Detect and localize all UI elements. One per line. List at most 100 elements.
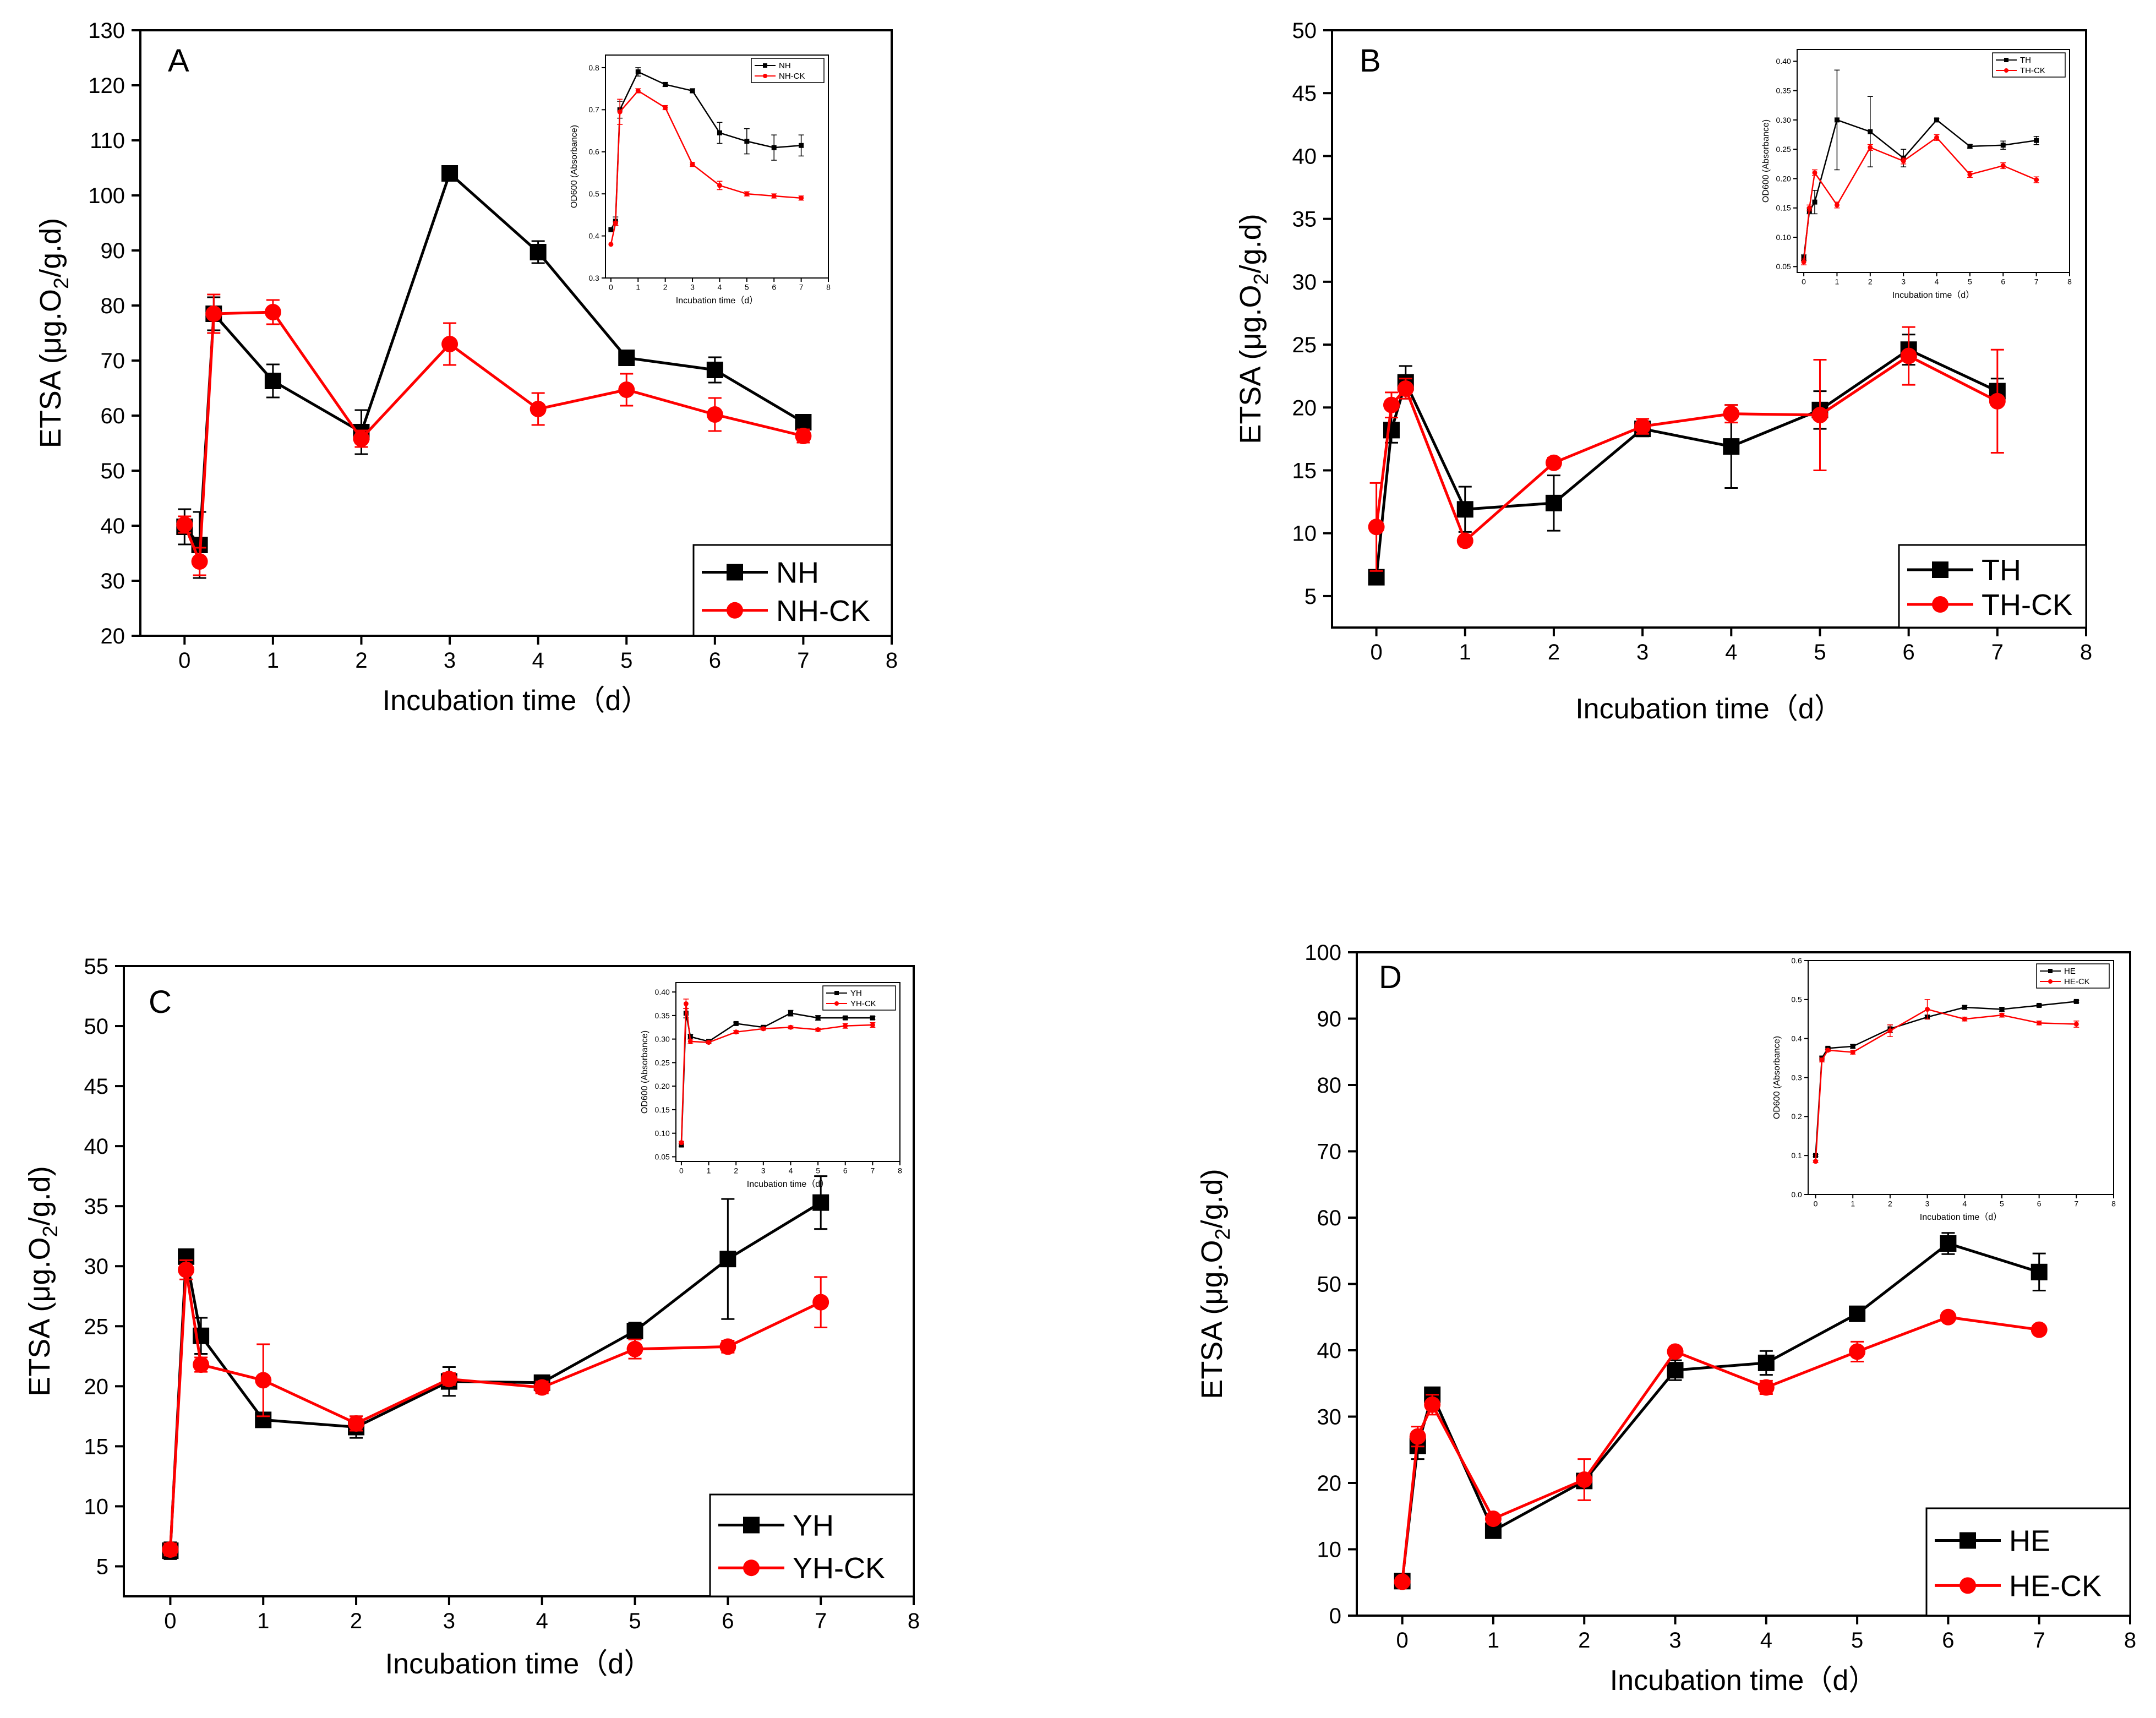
panel-letter: D xyxy=(1379,959,1402,995)
inset-y-tick-label: 0.6 xyxy=(1791,956,1802,965)
inset-data-point xyxy=(1934,135,1940,140)
inset-y-tick-label: 0.35 xyxy=(655,1011,670,1020)
inset-data-point xyxy=(788,1024,793,1030)
legend-marker xyxy=(1932,596,1948,613)
y-axis-label-main: ETSA (μg.O xyxy=(1234,285,1267,444)
x-tick-label: 5 xyxy=(620,648,632,673)
inset-data-point xyxy=(608,227,614,232)
inset-y-tick-label: 0.8 xyxy=(588,63,599,72)
inset-y-tick-label: 0.05 xyxy=(1776,262,1791,271)
inset-x-tick-label: 7 xyxy=(2074,1199,2078,1208)
inset-legend-label: TH xyxy=(2020,56,2031,65)
y-axis-label-tail: /g.d) xyxy=(1196,1169,1229,1228)
inset-series-line xyxy=(680,1003,873,1143)
data-point xyxy=(1849,1343,1866,1360)
y-tick-label: 60 xyxy=(101,404,125,428)
inset-legend-box xyxy=(1992,52,2066,78)
data-point xyxy=(1545,494,1562,511)
y-tick-label: 80 xyxy=(1317,1073,1342,1098)
y-tick-label: 35 xyxy=(84,1195,109,1219)
y-axis-label: ETSA (μg.O2/g.d) xyxy=(34,218,73,448)
inset-series-line xyxy=(610,90,801,245)
inset-x-tick-label: 5 xyxy=(1968,277,1972,286)
inset-x-tick-label: 3 xyxy=(690,283,695,292)
y-tick-label: 50 xyxy=(101,459,125,483)
y-tick-label: 60 xyxy=(1317,1206,1342,1230)
data-point xyxy=(1723,405,1740,422)
inset-x-tick-label: 8 xyxy=(2111,1199,2116,1208)
inset-data-point xyxy=(788,1011,793,1016)
inset-y-tick-label: 0.1 xyxy=(1791,1151,1802,1160)
data-point xyxy=(1723,438,1740,455)
inset-data-point xyxy=(683,1001,689,1006)
x-tick-label: 8 xyxy=(2124,1628,2136,1652)
series-yh-ck xyxy=(162,1259,829,1558)
data-point xyxy=(1484,1510,1502,1528)
legend-label: TH-CK xyxy=(1982,588,2072,621)
inset-data-point xyxy=(2034,177,2039,183)
inset-data-point xyxy=(771,145,777,150)
legend: HE HE-CK xyxy=(1925,1507,2131,1617)
inset-legend-label: YH xyxy=(850,989,862,998)
legend-label: TH xyxy=(1982,554,2021,587)
y-tick-label: 120 xyxy=(88,74,125,98)
inset-x-tick-label: 0 xyxy=(609,283,613,292)
y-tick-label: 110 xyxy=(90,129,125,153)
inset-x-tick-label: 8 xyxy=(826,283,831,292)
inset-data-point xyxy=(717,183,722,188)
inset-legend-marker xyxy=(834,1001,839,1006)
inset-data-point xyxy=(744,191,750,197)
y-axis-label-main: ETSA (μg.O xyxy=(34,289,67,448)
data-point xyxy=(530,401,547,417)
inset-data-point xyxy=(870,1015,875,1021)
x-tick-label: 8 xyxy=(886,648,898,673)
inset-legend-box xyxy=(822,985,896,1011)
legend-label: NH xyxy=(776,557,819,590)
legend-marker xyxy=(1959,1532,1976,1549)
inset-legend-marker xyxy=(2004,68,2008,73)
y-tick-label: 30 xyxy=(101,569,125,593)
y-axis-label-subscript: 2 xyxy=(1250,273,1273,285)
series-line xyxy=(1401,1316,2040,1582)
inset-x-tick-label: 5 xyxy=(2000,1199,2004,1208)
panel-d: 0 1 2 3 4 5 6 7 80102030405060708090100DIncubati… xyxy=(1196,941,2136,1697)
inset-y-tick-label: 0.2 xyxy=(1791,1112,1802,1121)
inset-data-point xyxy=(690,162,695,167)
x-tick-label: 1 xyxy=(267,648,279,673)
inset-data-point xyxy=(2073,1021,2079,1027)
data-point xyxy=(1397,380,1414,397)
inset-series-line xyxy=(1803,119,2037,258)
y-tick-label: 10 xyxy=(1317,1538,1342,1562)
inset-series-line xyxy=(1815,1001,2077,1156)
legend-marker xyxy=(743,1517,760,1534)
inset-data-point xyxy=(1850,1044,1855,1049)
inset-series-line xyxy=(1815,1008,2077,1161)
y-tick-label: 130 xyxy=(88,19,125,43)
inset-legend-marker xyxy=(2048,979,2053,984)
data-point xyxy=(812,1194,829,1211)
inset-y-tick-label: 0.25 xyxy=(1776,145,1791,154)
inset-x-tick-label: 0 xyxy=(1802,277,1806,286)
data-point xyxy=(191,553,208,570)
inset-data-point xyxy=(1868,129,1873,134)
data-point xyxy=(440,1371,457,1388)
y-axis-label-main: ETSA (μg.O xyxy=(1196,1240,1229,1399)
inset-chart: 0 1 2 3 4 5 6 7 8 0.05 0.10 0.15 0.20 0.25 0.30 0.35 0.4… xyxy=(640,982,902,1189)
inset-data-point xyxy=(663,105,668,111)
inset-x-tick-label: 0 xyxy=(679,1166,684,1175)
inset-chart: 0 1 2 3 4 5 6 7 8 0.3 0.4 0.5 0.6 0.7 0.8 Incubation ti… xyxy=(570,54,831,306)
y-tick-label: 25 xyxy=(1292,333,1317,357)
inset-data-point xyxy=(2037,1002,2042,1008)
y-tick-label: 55 xyxy=(84,955,109,979)
y-tick-label: 50 xyxy=(84,1015,109,1039)
inset-data-point xyxy=(744,139,750,144)
y-tick-label: 70 xyxy=(1317,1140,1342,1164)
panel-a: 0 1 2 3 4 5 6 7 82030405060708090100110120130AIn… xyxy=(34,19,898,717)
inset-x-axis-label: Incubation time（d） xyxy=(676,296,758,306)
y-tick-label: 80 xyxy=(101,294,125,318)
data-point xyxy=(530,244,547,260)
x-tick-label: 6 xyxy=(709,648,721,673)
